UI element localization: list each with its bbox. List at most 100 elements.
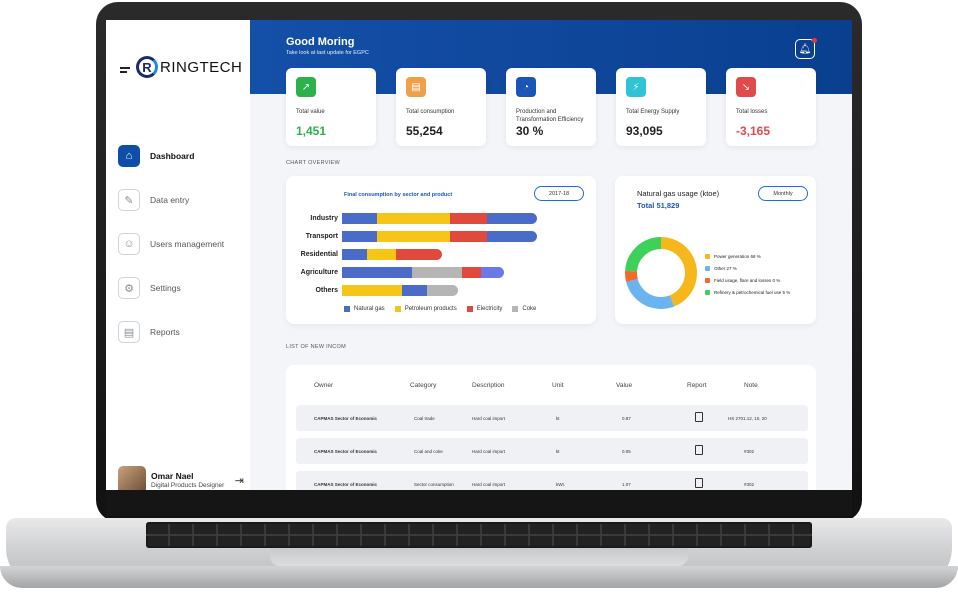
sidebar-item-reports[interactable]: ▤ Reports xyxy=(118,310,224,354)
pie-icon: ◔ xyxy=(516,77,536,97)
logout-icon[interactable]: ⇥ xyxy=(234,474,244,487)
profile-role: Digital Products Designer xyxy=(151,482,225,489)
stat-value: 1,451 xyxy=(296,124,327,138)
stat-label: Total losses xyxy=(736,109,768,115)
consumption-chart-title: Final consumption by sector and product xyxy=(344,192,453,198)
laptop-bezel xyxy=(106,490,852,516)
chart-overview-title: CHART OVERVIEW xyxy=(286,160,341,166)
cell-unit: kt xyxy=(556,416,560,421)
donut-legend-swatch xyxy=(705,266,710,271)
stat-card-total-losses[interactable]: ↘ Total losses -3,165 xyxy=(726,68,816,146)
bar-row-transport: Transport xyxy=(294,230,552,242)
notification-dot xyxy=(812,38,817,43)
greeting-subtitle: Take look at last update for EGPC xyxy=(286,50,369,56)
donut-slice-2 xyxy=(625,270,638,282)
donut-legend-swatch xyxy=(705,278,710,283)
cell-value: 0.05 xyxy=(622,449,631,454)
sidebar-item-label: Users management xyxy=(150,239,225,249)
bar-category-label: Others xyxy=(315,286,338,294)
stat-value: 55,254 xyxy=(406,124,443,138)
bar-transport-seg-0 xyxy=(342,230,377,242)
notification-bell-icon[interactable]: 🔔︎ xyxy=(795,39,815,59)
menu-toggle-icon[interactable] xyxy=(120,67,130,73)
income-table: Owner Category Description Unit Value Report N… xyxy=(286,365,816,490)
user-profile: Omar Nael Digital Products Designer ⇥ xyxy=(118,466,244,490)
column-header-unit[interactable]: Unit xyxy=(552,382,564,389)
legend-item-petroleum-products: Petroleum products xyxy=(394,306,457,312)
avatar[interactable] xyxy=(118,466,146,490)
bar-row-residential: Residential xyxy=(294,248,552,260)
bar-industry-seg-4 xyxy=(486,212,537,224)
stat-value: 93,095 xyxy=(626,124,663,138)
column-header-description[interactable]: Description xyxy=(472,382,505,389)
column-header-report[interactable]: Report xyxy=(687,382,707,389)
bar-row-others: Others xyxy=(294,284,552,296)
donut-legend-swatch xyxy=(705,254,710,259)
sidebar-item-dashboard[interactable]: ⌂ Dashboard xyxy=(118,134,224,178)
table-row[interactable]: CAPMAS Sector of Economic Coal trade Hard … xyxy=(296,405,808,431)
donut-slice-0 xyxy=(661,237,697,307)
gas-usage-donut xyxy=(625,237,697,309)
donut-legend-item: Field usage, flare and losses 0 % xyxy=(705,278,790,283)
cell-note: #302 xyxy=(744,482,755,487)
bar-transport-seg-2 xyxy=(450,230,487,242)
trend-up-icon: ↗ xyxy=(296,77,316,97)
report-document-icon[interactable] xyxy=(695,445,703,455)
column-header-value[interactable]: Value xyxy=(616,382,633,389)
period-selector[interactable]: 2017-18 xyxy=(534,186,584,201)
report-document-icon[interactable] xyxy=(695,478,703,488)
stat-label: Total value xyxy=(296,109,325,115)
cell-category: Coal trade xyxy=(414,416,435,421)
stat-card-total-consumption[interactable]: ▤ Total consumption 55,254 xyxy=(396,68,486,146)
sidebar-nav: ⌂ Dashboard ✎ Data entry ☺ Users management ⚙ S… xyxy=(118,134,224,354)
sidebar-item-data-entry[interactable]: ✎ Data entry xyxy=(118,178,224,222)
home-icon: ⌂ xyxy=(118,145,140,167)
table-row[interactable]: CAPMAS Sector of Economic Coal and coke Ha… xyxy=(296,438,808,464)
donut-slice-1 xyxy=(626,278,675,309)
report-document-icon[interactable] xyxy=(695,412,703,422)
bar-category-label: Residential xyxy=(300,250,338,258)
bar-track xyxy=(342,212,552,224)
column-header-note[interactable]: Note xyxy=(744,382,758,389)
consumption-chart-panel: Final consumption by sector and product … xyxy=(286,176,596,324)
column-header-category[interactable]: Category xyxy=(410,382,437,389)
gas-usage-total: Total 51,829 xyxy=(637,201,680,210)
bar-agriculture-seg-5 xyxy=(461,266,481,278)
donut-legend-item: Power generation 68 % xyxy=(705,254,790,259)
stat-card-total-value[interactable]: ↗ Total value 1,451 xyxy=(286,68,376,146)
sidebar-item-settings[interactable]: ⚙ Settings xyxy=(118,266,224,310)
legend-swatch xyxy=(466,306,473,312)
legend-item-electricity: Electricity xyxy=(466,306,502,312)
cell-description: Hard coal import xyxy=(472,482,506,487)
logo: R RINGTECH xyxy=(136,56,242,78)
donut-slice-3 xyxy=(625,237,661,272)
bolt-icon: ⚡ xyxy=(626,77,646,97)
bar-track xyxy=(342,266,552,278)
stat-card-total-energy-supply[interactable]: ⚡ Total Energy Supply 93,095 xyxy=(616,68,706,146)
greeting: Good Moring xyxy=(286,36,355,48)
bar-residential-seg-1 xyxy=(367,248,397,260)
screen: R RINGTECH ⌂ Dashboard ✎ Data entry ☺ Users m… xyxy=(106,20,852,490)
cell-owner: CAPMAS Sector of Economic xyxy=(314,416,378,421)
donut-legend-label: Refinery & petrochemical fuel use 5 % xyxy=(714,290,791,295)
bar-residential-seg-0 xyxy=(342,248,368,260)
sidebar-item-label: Settings xyxy=(150,283,181,293)
gas-period-selector[interactable]: Monthly xyxy=(758,186,808,201)
sidebar-item-label: Reports xyxy=(150,327,180,337)
consumption-chart-legend: Natural gas Petroleum products Electricity… xyxy=(344,306,546,312)
sidebar-item-users-management[interactable]: ☺ Users management xyxy=(118,222,224,266)
cell-description: Hard coal import xyxy=(472,449,506,454)
stat-label: Production and Transformation Efficiency xyxy=(516,109,584,123)
stat-value: -3,165 xyxy=(736,124,771,138)
clipboard-icon: ▤ xyxy=(406,77,426,97)
legend-swatch xyxy=(512,306,519,312)
cell-note: HS 2701.12, 10, 20 xyxy=(728,416,767,421)
donut-legend-swatch xyxy=(705,290,710,295)
table-row[interactable]: CAPMAS Sector of Economic Sector consumpt… xyxy=(296,471,808,490)
bar-track xyxy=(342,230,552,242)
stat-card-production-and-transformation-efficiency[interactable]: ◔ Production and Transformation Efficienc… xyxy=(506,68,596,146)
bar-row-industry: Industry xyxy=(294,212,552,224)
profile-name: Omar Nael xyxy=(151,471,194,481)
bar-agriculture-seg-3 xyxy=(411,266,462,278)
column-header-owner[interactable]: Owner xyxy=(314,382,334,389)
